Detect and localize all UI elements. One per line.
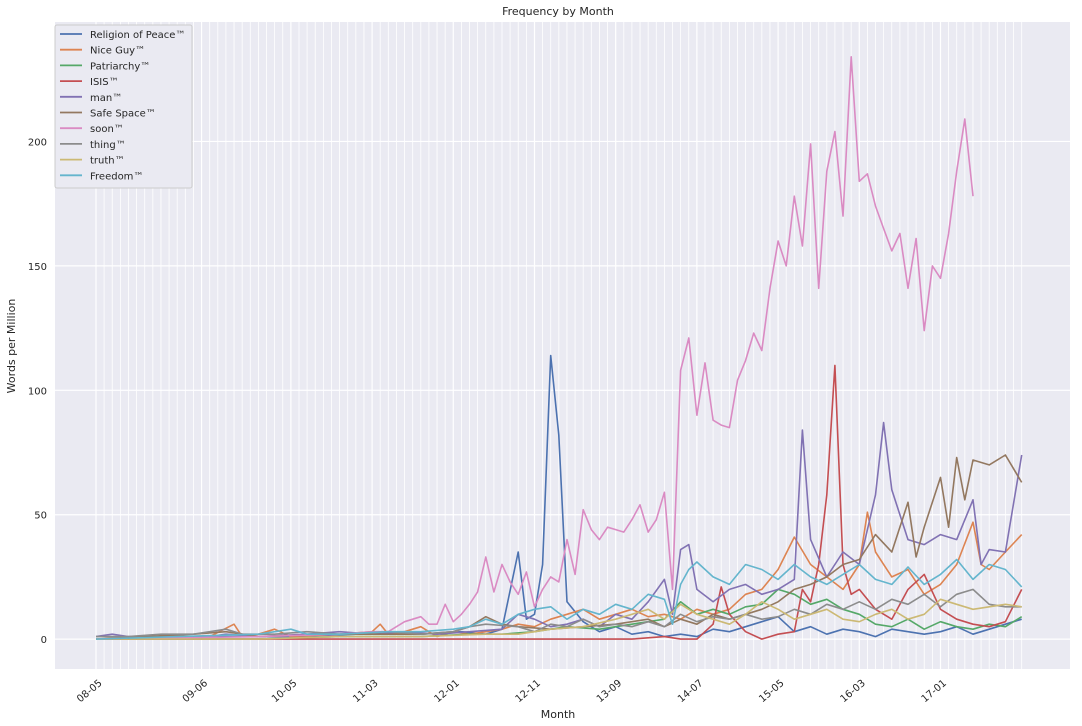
series-line bbox=[95, 558, 1023, 640]
x-tick-label: 08-05 bbox=[75, 678, 104, 705]
y-axis-label: Words per Million bbox=[5, 299, 18, 394]
legend-label: ISIS™ bbox=[90, 77, 119, 88]
y-tick-label: 50 bbox=[34, 511, 47, 522]
x-ticks: 08-05 09-06 10-05 11-03 12-01 12-11 13-09 14-07… bbox=[75, 678, 949, 705]
plot-background bbox=[55, 22, 1070, 669]
x-tick-label: 17-01 bbox=[920, 678, 949, 705]
y-tick-label: 200 bbox=[28, 137, 47, 148]
series-line bbox=[96, 354, 1022, 640]
legend-label: Nice Guy™ bbox=[90, 46, 145, 57]
series-lines bbox=[95, 56, 1023, 640]
y-tick-label: 100 bbox=[28, 386, 47, 397]
series-line bbox=[96, 588, 1023, 640]
legend-label: Freedom™ bbox=[90, 171, 143, 182]
legend-label: Religion of Peace™ bbox=[90, 30, 185, 41]
x-tick-label: 14-07 bbox=[676, 678, 705, 705]
y-ticks: 0 50 100 150 200 bbox=[28, 137, 47, 646]
x-tick-label: 16-03 bbox=[838, 678, 867, 705]
legend: Religion of Peace™ Nice Guy™ Patriarchy™ IS… bbox=[54, 24, 193, 189]
legend-box bbox=[54, 24, 193, 189]
legend-label: truth™ bbox=[90, 156, 125, 167]
legend-label: Patriarchy™ bbox=[90, 61, 150, 72]
x-tick-label: 15-05 bbox=[757, 678, 786, 705]
series-line bbox=[96, 588, 1022, 638]
y-tick-label: 150 bbox=[28, 262, 47, 273]
y-tick-label: 0 bbox=[41, 635, 47, 646]
x-tick-label: 10-05 bbox=[270, 678, 299, 705]
x-tick-label: 12-11 bbox=[514, 678, 543, 705]
x-tick-label: 13-09 bbox=[595, 678, 624, 705]
series-line bbox=[96, 598, 1022, 640]
x-tick-label: 09-06 bbox=[181, 678, 210, 705]
legend-label: Safe Space™ bbox=[90, 109, 156, 120]
series-line bbox=[95, 56, 974, 640]
legend-label: thing™ bbox=[90, 140, 126, 151]
series-line bbox=[96, 364, 1023, 640]
legend-label: man™ bbox=[90, 93, 122, 104]
x-tick-label: 12-01 bbox=[432, 678, 461, 705]
legend-label: soon™ bbox=[90, 124, 124, 135]
chart-title: Frequency by Month bbox=[502, 5, 614, 18]
x-tick-label: 11-03 bbox=[351, 678, 380, 705]
x-axis-label: Month bbox=[541, 708, 576, 721]
